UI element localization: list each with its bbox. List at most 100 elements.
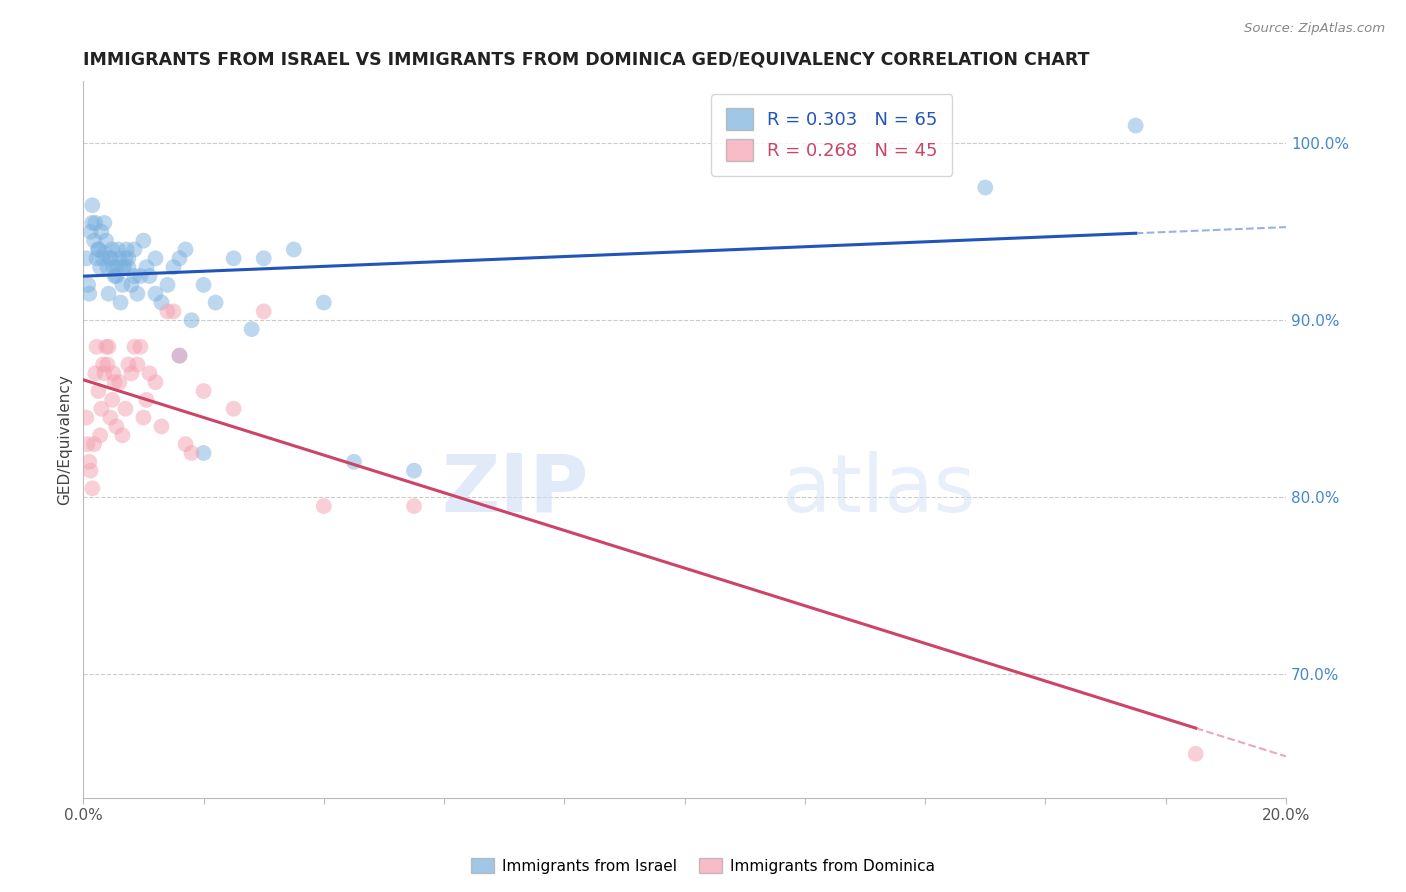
Point xyxy=(193,446,215,460)
Point xyxy=(101,243,124,257)
Point xyxy=(93,216,115,230)
Point xyxy=(124,243,146,257)
Point xyxy=(180,446,202,460)
Point xyxy=(124,340,146,354)
Point xyxy=(124,268,146,283)
Point xyxy=(127,358,149,372)
Point xyxy=(402,464,425,478)
Point xyxy=(240,322,263,336)
Point xyxy=(162,304,184,318)
Point xyxy=(150,295,173,310)
Point xyxy=(114,252,136,266)
Point xyxy=(162,260,184,275)
Point xyxy=(111,260,134,275)
Point xyxy=(89,260,111,275)
Point xyxy=(145,286,167,301)
Point xyxy=(98,252,121,266)
Point xyxy=(79,225,101,239)
Point xyxy=(145,375,167,389)
Point xyxy=(180,313,202,327)
Point xyxy=(86,340,108,354)
Point xyxy=(75,252,97,266)
Point xyxy=(84,367,107,381)
Point xyxy=(79,455,101,469)
Point xyxy=(108,375,131,389)
Point xyxy=(156,277,179,292)
Point xyxy=(82,482,104,496)
Point xyxy=(222,252,245,266)
Legend: R = 0.303   N = 65, R = 0.268   N = 45: R = 0.303 N = 65, R = 0.268 N = 45 xyxy=(711,94,952,176)
Point xyxy=(110,295,132,310)
Point xyxy=(222,401,245,416)
Point xyxy=(120,277,142,292)
Point xyxy=(193,384,215,398)
Point xyxy=(974,180,997,194)
Point xyxy=(204,295,226,310)
Point xyxy=(115,243,138,257)
Point xyxy=(111,428,134,442)
Point xyxy=(132,410,155,425)
Point xyxy=(103,367,125,381)
Point xyxy=(82,216,104,230)
Point xyxy=(89,428,111,442)
Point xyxy=(402,499,425,513)
Text: Source: ZipAtlas.com: Source: ZipAtlas.com xyxy=(1244,22,1385,36)
Point xyxy=(312,499,335,513)
Point xyxy=(103,260,125,275)
Point xyxy=(77,277,100,292)
Point xyxy=(135,392,157,407)
Point xyxy=(86,252,108,266)
Point xyxy=(253,252,276,266)
Point xyxy=(111,277,134,292)
Point xyxy=(193,277,215,292)
Point xyxy=(84,216,107,230)
Point xyxy=(98,410,121,425)
Point xyxy=(114,401,136,416)
Point xyxy=(1184,747,1206,761)
Point xyxy=(112,260,135,275)
Point xyxy=(105,268,128,283)
Point xyxy=(156,304,179,318)
Point xyxy=(101,392,124,407)
Point xyxy=(117,260,139,275)
Point xyxy=(91,358,114,372)
Point xyxy=(97,286,120,301)
Point xyxy=(343,455,366,469)
Point xyxy=(174,243,197,257)
Point xyxy=(138,367,160,381)
Point xyxy=(91,252,114,266)
Point xyxy=(1125,119,1147,133)
Point xyxy=(87,243,110,257)
Point xyxy=(283,243,305,257)
Point xyxy=(127,286,149,301)
Point xyxy=(169,252,191,266)
Point xyxy=(312,295,335,310)
Point xyxy=(105,260,128,275)
Point xyxy=(103,268,125,283)
Point xyxy=(135,260,157,275)
Point xyxy=(93,367,115,381)
Point xyxy=(96,358,118,372)
Point xyxy=(138,268,160,283)
Point xyxy=(94,234,117,248)
Point xyxy=(75,410,97,425)
Point xyxy=(83,437,105,451)
Point xyxy=(76,437,98,451)
Point xyxy=(145,252,167,266)
Legend: Immigrants from Israel, Immigrants from Dominica: Immigrants from Israel, Immigrants from … xyxy=(465,852,941,880)
Point xyxy=(87,243,110,257)
Point xyxy=(90,401,112,416)
Point xyxy=(132,234,155,248)
Point xyxy=(103,375,125,389)
Point xyxy=(93,246,115,260)
Point xyxy=(83,234,105,248)
Point xyxy=(79,464,101,478)
Point xyxy=(117,358,139,372)
Point xyxy=(120,367,142,381)
Point xyxy=(82,198,104,212)
Point xyxy=(253,304,276,318)
Point xyxy=(79,286,101,301)
Point xyxy=(107,243,129,257)
Y-axis label: GED/Equivalency: GED/Equivalency xyxy=(58,375,72,505)
Point xyxy=(174,437,197,451)
